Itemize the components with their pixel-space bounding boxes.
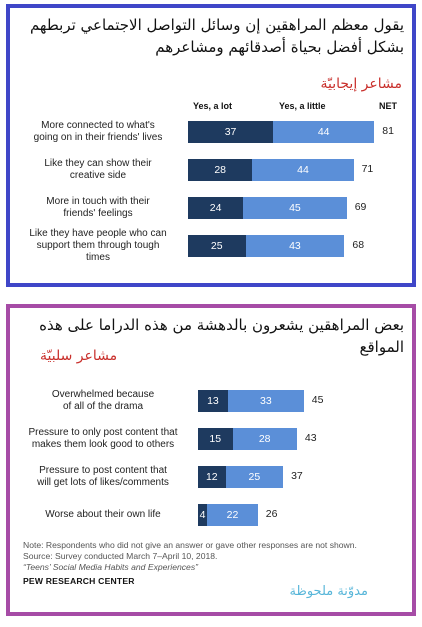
- bar-yes-a-lot: 37: [188, 121, 274, 143]
- bar-yes-a-little: 45: [243, 197, 347, 219]
- bar-value-label: 15: [209, 433, 222, 445]
- negative-feelings-panel: بعض المراهقين يشعرون بالدهشة من هذه الدر…: [6, 304, 416, 616]
- header-net: NET: [379, 101, 397, 111]
- category-label: Worse about their own life: [12, 509, 194, 521]
- bar-yes-a-little: 33: [227, 390, 304, 412]
- bar-value-label: 28: [214, 164, 227, 176]
- bar-value-label: 24: [209, 202, 222, 214]
- bar-yes-a-lot: 12: [198, 466, 226, 488]
- net-value: 26: [265, 508, 278, 520]
- category-label: Like they can show their creative side: [7, 158, 189, 182]
- panel2-title: بعض المراهقين يشعرون بالدهشة من هذه الدر…: [39, 316, 404, 356]
- bar-yes-a-lot: 25: [188, 235, 246, 257]
- blog-signature: مدوّنة ملحوظة: [289, 584, 368, 599]
- category-label: Overwhelmed because of all of the drama: [12, 389, 194, 413]
- note-line-3: “Teens’ Social Media Habits and Experien…: [23, 562, 198, 572]
- header-yes-a-lot: Yes, a lot: [193, 101, 233, 111]
- bar-yes-a-lot: 24: [188, 197, 244, 219]
- bar-value-label: 4: [199, 509, 206, 521]
- category-label: More connected to what's going on in thei…: [7, 120, 189, 144]
- bar-yes-a-lot: 4: [198, 504, 208, 526]
- bar-value-label: 43: [289, 240, 301, 252]
- category-label-line: Pressure to only post content that: [28, 427, 178, 438]
- positive-feelings-panel: يقول معظم المراهقين إن وسائل التواصل الا…: [6, 4, 416, 287]
- category-label-line: creative side: [69, 170, 127, 181]
- note-line-2: Source: Survey conducted March 7–April 1…: [23, 551, 218, 561]
- bar-value-label: 25: [248, 471, 261, 483]
- net-value: 37: [291, 470, 303, 482]
- category-label-line: friends' feelings: [63, 208, 133, 219]
- category-label-line: Like they can show their: [44, 158, 152, 169]
- category-label-line: Overwhelmed because: [51, 389, 155, 400]
- net-value: 69: [354, 201, 367, 213]
- bar-value-label: 33: [259, 395, 272, 407]
- category-label-line: will get lots of likes/comments: [37, 477, 169, 488]
- category-label-line: of all of the drama: [62, 401, 144, 412]
- panel2-subtitle: مشاعر سلبيّة: [40, 348, 118, 364]
- net-value: 81: [382, 125, 394, 137]
- bar-yes-a-little: 43: [245, 235, 345, 257]
- bar-yes-a-lot: 28: [188, 159, 253, 181]
- bar-yes-a-little: 44: [273, 121, 375, 143]
- category-label: Pressure to only post content that makes …: [12, 427, 194, 451]
- bar-value-label: 28: [258, 433, 271, 445]
- header-yes-a-little: Yes, a little: [279, 101, 326, 111]
- category-label-line: support them through tough: [36, 240, 160, 251]
- category-label-line: makes them look good to others: [31, 439, 175, 450]
- panel1-subtitle: مشاعر إيجابيّة: [320, 76, 403, 92]
- category-label-line: More in touch with their: [46, 196, 150, 207]
- bar-value-label: 22: [226, 509, 239, 521]
- bar-value-label: 12: [205, 471, 218, 483]
- net-value: 71: [361, 163, 374, 175]
- net-value: 45: [311, 394, 324, 406]
- note-line-1: Note: Respondents who did not give an an…: [23, 540, 357, 550]
- bar-value-label: 45: [289, 202, 301, 214]
- panel1-title: يقول معظم المراهقين إن وسائل التواصل الا…: [29, 16, 404, 56]
- category-label-line: More connected to what's: [41, 120, 155, 131]
- bar-value-label: 37: [224, 126, 237, 138]
- category-label: More in touch with their friends' feeling…: [7, 196, 189, 220]
- bar-value-label: 44: [297, 164, 309, 176]
- pew-research-brand: PEW RESEARCH CENTER: [23, 576, 135, 586]
- category-label-line: Pressure to post content that: [39, 465, 167, 476]
- bar-yes-a-lot: 13: [198, 390, 228, 412]
- bar-yes-a-little: 22: [207, 504, 258, 526]
- bar-value-label: 13: [207, 395, 219, 407]
- net-value: 43: [304, 432, 317, 444]
- bar-yes-a-lot: 15: [198, 428, 233, 450]
- category-label: Like they have people who can support the…: [7, 228, 189, 264]
- category-label-line: going on in their friends' lives: [33, 132, 163, 143]
- category-label: Pressure to post content that will get lo…: [12, 465, 194, 489]
- bar-value-label: 44: [317, 126, 330, 138]
- category-label-line: times: [86, 252, 110, 263]
- category-label-line: Like they have people who can: [29, 228, 167, 239]
- bar-yes-a-little: 25: [225, 466, 284, 488]
- net-value: 68: [352, 239, 365, 251]
- bar-value-label: 25: [210, 240, 223, 252]
- bar-yes-a-little: 44: [252, 159, 354, 181]
- bar-yes-a-little: 28: [232, 428, 297, 450]
- category-label-line: Worse about their own life: [45, 509, 161, 520]
